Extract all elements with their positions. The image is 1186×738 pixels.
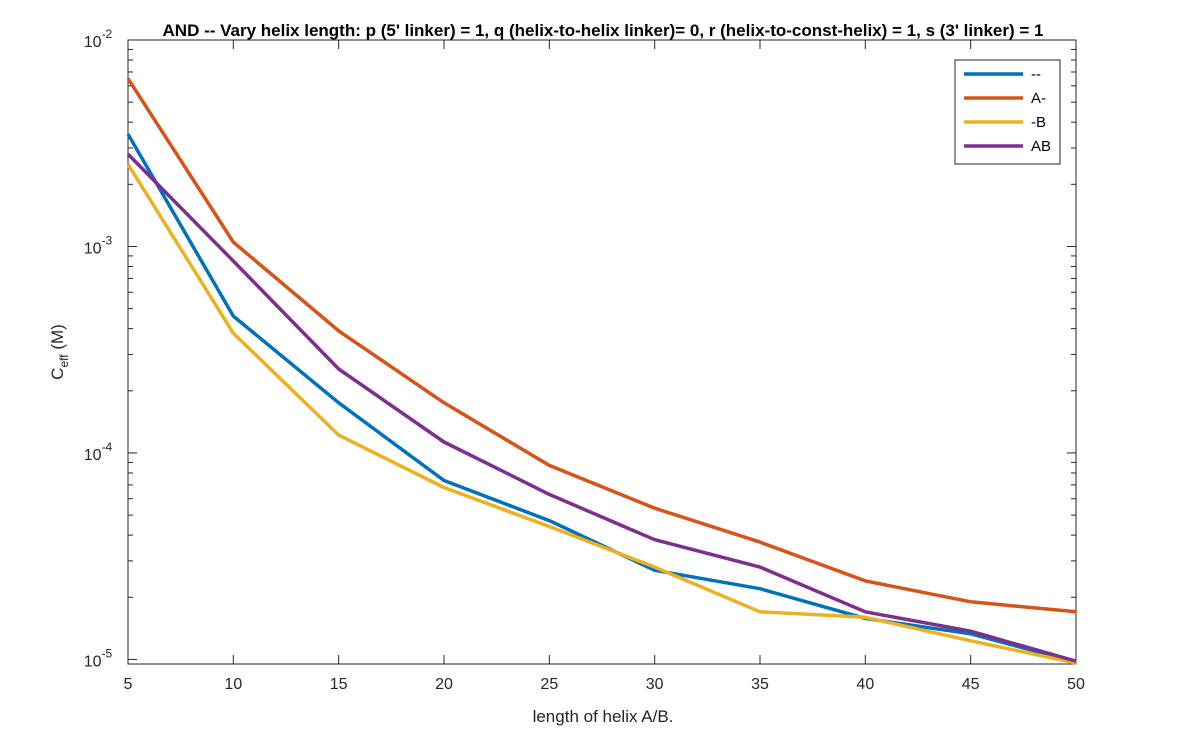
series-line: [126, 163, 1077, 665]
y-axis-label-unit: (M): [48, 324, 67, 354]
legend-label: A-: [1031, 90, 1046, 107]
x-tick-label: 10: [224, 676, 242, 693]
x-axis-label: length of helix A/B.: [533, 707, 674, 726]
chart-title: AND -- Vary helix length: p (5' linker) …: [163, 21, 1044, 40]
legend: -- A- -B AB: [954, 59, 1061, 165]
series-layer: [126, 77, 1077, 665]
x-tick-label: 50: [1067, 676, 1085, 693]
x-tick-label: 25: [540, 676, 558, 693]
series-line: [126, 77, 1077, 614]
x-tick-label: 45: [962, 676, 980, 693]
x-axis: 5 10 15 20 25 30 35 40 45 50: [124, 40, 1085, 693]
x-tick-label: 35: [751, 676, 769, 693]
y-tick-label: 10-3: [84, 233, 113, 257]
legend-label: -B: [1031, 114, 1046, 131]
x-tick-label: 20: [435, 676, 453, 693]
y-axis-label: Ceff (M): [48, 324, 71, 380]
x-tick-label: 15: [330, 676, 348, 693]
plot-frame: [127, 39, 1077, 665]
x-tick-label: 30: [646, 676, 664, 693]
x-tick-label: 5: [124, 676, 133, 693]
y-axis-label-subscript: eff: [57, 354, 71, 368]
y-tick-label: 10-2: [84, 27, 113, 51]
y-axis: 10-2 10-3 10-4 10-5: [84, 27, 1076, 670]
series-line: [126, 152, 1077, 663]
y-axis-label-base: C: [48, 368, 67, 380]
y-tick-label: 10-4: [84, 440, 113, 464]
y-tick-label: 10-5: [84, 646, 113, 670]
series-line: [126, 133, 1077, 664]
legend-label: --: [1031, 66, 1041, 83]
legend-label: AB: [1031, 138, 1051, 155]
x-tick-label: 40: [856, 676, 874, 693]
